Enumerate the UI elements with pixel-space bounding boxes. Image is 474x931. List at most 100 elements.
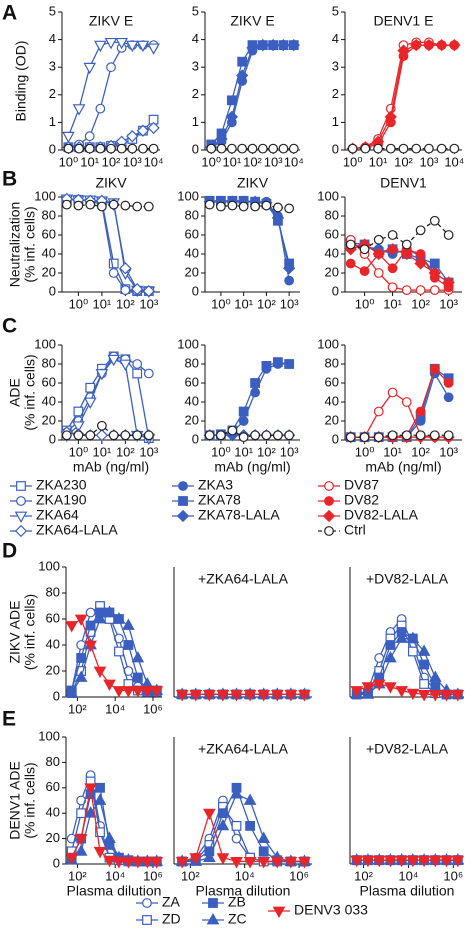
x-tick-label: 10² — [411, 444, 430, 459]
marker — [120, 200, 131, 211]
marker — [345, 258, 356, 269]
marker — [359, 244, 370, 255]
marker — [189, 853, 203, 865]
x-tick-label: 10⁶ — [143, 868, 163, 883]
marker — [271, 211, 285, 225]
marker — [384, 650, 397, 663]
x-tick-label: 10² — [68, 868, 87, 883]
y-tick-label: 80 — [325, 207, 339, 222]
marker — [65, 621, 79, 633]
y-tick-label: 40 — [46, 636, 60, 651]
marker — [203, 850, 216, 863]
series-line — [209, 361, 290, 436]
marker — [227, 425, 238, 436]
marker — [415, 406, 426, 417]
marker — [345, 239, 356, 250]
y-tick-label: 4 — [192, 31, 199, 46]
x-tick-label: 10⁶ — [143, 701, 163, 716]
legend-label: ZA — [162, 894, 181, 910]
marker — [216, 689, 230, 702]
marker — [245, 820, 255, 831]
marker — [284, 203, 295, 214]
chart-title: DENV1 — [380, 175, 427, 191]
marker — [443, 430, 454, 441]
marker — [372, 855, 386, 868]
marker — [104, 37, 118, 50]
marker — [74, 834, 88, 846]
marker — [143, 368, 154, 379]
marker — [384, 682, 397, 694]
marker — [440, 689, 453, 702]
marker — [227, 200, 238, 211]
marker — [140, 686, 154, 698]
marker — [132, 359, 143, 369]
series-line — [182, 798, 305, 863]
marker — [131, 857, 145, 869]
marker — [261, 200, 272, 211]
series-line — [350, 371, 450, 438]
marker — [238, 201, 249, 212]
x-tick-label: 10³ — [280, 444, 299, 459]
marker — [350, 855, 364, 868]
series-line — [67, 41, 154, 137]
y-tick-label: 2 — [332, 86, 339, 101]
y-tick-label: 40 — [46, 805, 60, 820]
series-line — [66, 198, 149, 292]
series-line — [66, 199, 149, 292]
x-tick-label: 10¹ — [383, 296, 402, 311]
marker — [387, 282, 398, 293]
marker — [284, 689, 298, 702]
marker — [238, 416, 249, 426]
y-tick-label: 40 — [185, 393, 199, 408]
x-tick-label: 10³ — [123, 154, 142, 169]
marker — [120, 285, 131, 296]
marker — [114, 646, 124, 657]
marker — [451, 855, 465, 868]
marker — [443, 392, 454, 403]
marker — [95, 103, 106, 114]
marker — [76, 653, 87, 663]
marker — [384, 110, 397, 124]
marker — [106, 143, 116, 154]
marker — [119, 262, 132, 275]
marker — [74, 844, 88, 856]
y-tick-label: 0 — [49, 431, 56, 446]
marker — [94, 40, 107, 53]
x-axis-label: Plasma dilution — [196, 883, 291, 899]
y-tick-label: 5 — [192, 3, 199, 18]
marker — [270, 689, 284, 702]
y-tick-label: 80 — [325, 355, 339, 370]
y-tick-label: 0 — [49, 141, 56, 156]
marker — [419, 679, 429, 689]
series-line — [209, 429, 290, 438]
marker — [246, 41, 259, 55]
y-tick-label: 60 — [185, 226, 199, 241]
marker — [96, 201, 107, 212]
legend-marker — [322, 509, 336, 523]
marker — [411, 143, 422, 154]
marker — [449, 143, 460, 154]
y-tick-label: 0 — [332, 283, 339, 298]
x-tick-label: 10⁰ — [355, 444, 375, 459]
marker — [136, 40, 150, 53]
marker — [428, 670, 442, 682]
x-tick-label: 10² — [116, 296, 135, 311]
marker — [284, 857, 298, 869]
marker — [250, 430, 261, 441]
marker — [261, 430, 272, 441]
marker — [132, 368, 143, 379]
marker — [132, 672, 143, 683]
marker — [73, 430, 84, 441]
x-tick-label: 10² — [68, 701, 87, 716]
y-tick-label: 60 — [46, 610, 60, 625]
marker — [407, 646, 418, 657]
y-tick-label: 4 — [49, 31, 56, 46]
marker — [401, 285, 412, 296]
legend-label: ZKA190 — [36, 492, 87, 508]
panel-letter: D — [2, 540, 17, 563]
marker — [95, 143, 106, 154]
y-tick-label: 1 — [49, 114, 56, 129]
marker — [284, 359, 295, 369]
marker — [216, 818, 230, 831]
marker — [361, 682, 375, 694]
